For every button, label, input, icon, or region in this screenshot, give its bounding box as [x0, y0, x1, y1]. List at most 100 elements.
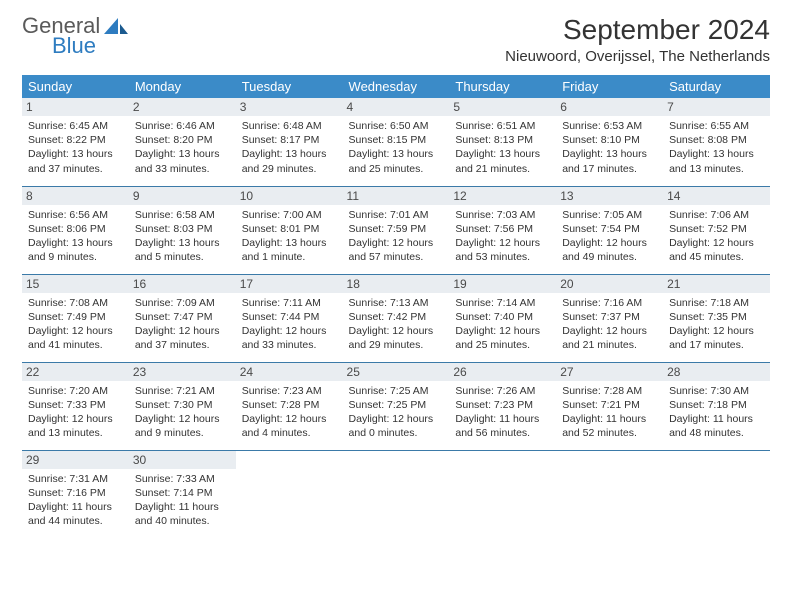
sunrise-text: Sunrise: 7:06 AM [669, 208, 764, 222]
sunrise-text: Sunrise: 7:33 AM [135, 472, 230, 486]
calendar-day-cell: 6Sunrise: 6:53 AMSunset: 8:10 PMDaylight… [556, 98, 663, 186]
calendar-day-cell: 16 Sunrise: 7:09 AMSunset: 7:47 PMDayligh… [129, 274, 236, 362]
sunrise-text: Sunrise: 7:11 AM [242, 296, 337, 310]
sunset-text: Sunset: 7:47 PM [135, 310, 230, 324]
weekday-header: Thursday [449, 75, 556, 98]
day-info: Sunrise: 7:20 AMSunset: 7:33 PMDaylight:… [28, 384, 123, 441]
calendar-header-row: SundayMondayTuesdayWednesdayThursdayFrid… [22, 75, 770, 98]
sunset-text: Sunset: 7:21 PM [562, 398, 657, 412]
day-info: Sunrise: 7:09 AMSunset: 7:47 PMDaylight:… [135, 296, 230, 353]
daylight-text: Daylight: 11 hours and 48 minutes. [669, 412, 764, 440]
weekday-header: Sunday [22, 75, 129, 98]
daylight-text: Daylight: 12 hours and 57 minutes. [349, 236, 444, 264]
daylight-text: Daylight: 12 hours and 25 minutes. [455, 324, 550, 352]
calendar-day-cell: 20Sunrise: 7:16 AMSunset: 7:37 PMDayligh… [556, 274, 663, 362]
day-info: Sunrise: 6:50 AMSunset: 8:15 PMDaylight:… [349, 119, 444, 176]
weekday-header: Wednesday [343, 75, 450, 98]
calendar-day-cell [556, 450, 663, 538]
sunset-text: Sunset: 8:08 PM [669, 133, 764, 147]
calendar-day-cell: 17 Sunrise: 7:11 AMSunset: 7:44 PMDayligh… [236, 274, 343, 362]
sunset-text: Sunset: 7:16 PM [28, 486, 123, 500]
daylight-text: Daylight: 11 hours and 56 minutes. [455, 412, 550, 440]
calendar-day-cell: 30Sunrise: 7:33 AMSunset: 7:14 PMDayligh… [129, 450, 236, 538]
title-block: September 2024 Nieuwoord, Overijssel, Th… [505, 14, 770, 65]
calendar-day-cell: 19 Sunrise: 7:14 AMSunset: 7:40 PMDayligh… [449, 274, 556, 362]
sunrise-text: Sunrise: 7:31 AM [28, 472, 123, 486]
sunrise-text: Sunrise: 7:18 AM [669, 296, 764, 310]
day-info: Sunrise: 6:45 AMSunset: 8:22 PMDaylight:… [28, 119, 123, 176]
day-info: Sunrise: 7:14 AMSunset: 7:40 PMDaylight:… [455, 296, 550, 353]
day-number: 17 [236, 275, 343, 293]
day-info: Sunrise: 7:08 AMSunset: 7:49 PMDaylight:… [28, 296, 123, 353]
daylight-text: Daylight: 13 hours and 1 minute. [242, 236, 337, 264]
day-info: Sunrise: 7:23 AMSunset: 7:28 PMDaylight:… [242, 384, 337, 441]
sunset-text: Sunset: 7:25 PM [349, 398, 444, 412]
daylight-text: Daylight: 12 hours and 41 minutes. [28, 324, 123, 352]
day-number: 1 [22, 98, 129, 116]
calendar-day-cell: 1 Sunrise: 6:45 AMSunset: 8:22 PMDaylight… [22, 98, 129, 186]
sunset-text: Sunset: 7:56 PM [455, 222, 550, 236]
calendar-body: 1Sunrise: 6:45 AMSunset: 8:22 PMDaylight… [22, 98, 770, 538]
day-info: Sunrise: 7:25 AMSunset: 7:25 PMDaylight:… [349, 384, 444, 441]
calendar-day-cell: 29Sunrise: 7:31 AMSunset: 7:16 PMDayligh… [22, 450, 129, 538]
day-info: Sunrise: 7:28 AMSunset: 7:21 PMDaylight:… [562, 384, 657, 441]
day-info: Sunrise: 6:55 AMSunset: 8:08 PMDaylight:… [669, 119, 764, 176]
sunrise-text: Sunrise: 6:45 AM [28, 119, 123, 133]
daylight-text: Daylight: 13 hours and 25 minutes. [349, 147, 444, 175]
day-number: 21 [663, 275, 770, 293]
daylight-text: Daylight: 13 hours and 33 minutes. [135, 147, 230, 175]
weekday-header: Saturday [663, 75, 770, 98]
sunset-text: Sunset: 8:22 PM [28, 133, 123, 147]
day-number: 29 [22, 451, 129, 469]
sunrise-text: Sunrise: 7:13 AM [349, 296, 444, 310]
sunrise-text: Sunrise: 7:09 AM [135, 296, 230, 310]
sunset-text: Sunset: 7:40 PM [455, 310, 550, 324]
calendar-week-row: 1Sunrise: 6:45 AMSunset: 8:22 PMDaylight… [22, 98, 770, 186]
day-number: 22 [22, 363, 129, 381]
sunset-text: Sunset: 7:42 PM [349, 310, 444, 324]
calendar-week-row: 29Sunrise: 7:31 AMSunset: 7:16 PMDayligh… [22, 450, 770, 538]
sunset-text: Sunset: 7:14 PM [135, 486, 230, 500]
calendar-day-cell: 3Sunrise: 6:48 AMSunset: 8:17 PMDaylight… [236, 98, 343, 186]
calendar-day-cell [343, 450, 450, 538]
day-number: 6 [556, 98, 663, 116]
daylight-text: Daylight: 12 hours and 37 minutes. [135, 324, 230, 352]
day-info: Sunrise: 7:13 AMSunset: 7:42 PMDaylight:… [349, 296, 444, 353]
day-number: 25 [343, 363, 450, 381]
day-number: 9 [129, 187, 236, 205]
daylight-text: Daylight: 13 hours and 37 minutes. [28, 147, 123, 175]
calendar-day-cell: 23 Sunrise: 7:21 AMSunset: 7:30 PMDayligh… [129, 362, 236, 450]
calendar-day-cell: 4 Sunrise: 6:50 AMSunset: 8:15 PMDaylight… [343, 98, 450, 186]
day-info: Sunrise: 7:11 AMSunset: 7:44 PMDaylight:… [242, 296, 337, 353]
sunrise-text: Sunrise: 7:08 AM [28, 296, 123, 310]
daylight-text: Daylight: 13 hours and 9 minutes. [28, 236, 123, 264]
sunset-text: Sunset: 7:18 PM [669, 398, 764, 412]
day-number: 24 [236, 363, 343, 381]
day-number: 26 [449, 363, 556, 381]
calendar-week-row: 22 Sunrise: 7:20 AMSunset: 7:33 PMDayligh… [22, 362, 770, 450]
calendar-day-cell: 2Sunrise: 6:46 AMSunset: 8:20 PMDaylight… [129, 98, 236, 186]
sunrise-text: Sunrise: 7:16 AM [562, 296, 657, 310]
daylight-text: Daylight: 12 hours and 9 minutes. [135, 412, 230, 440]
day-info: Sunrise: 7:21 AMSunset: 7:30 PMDaylight:… [135, 384, 230, 441]
day-number: 23 [129, 363, 236, 381]
sunset-text: Sunset: 8:20 PM [135, 133, 230, 147]
logo-sail-icon [104, 18, 128, 38]
calendar-day-cell: 5Sunrise: 6:51 AMSunset: 8:13 PMDaylight… [449, 98, 556, 186]
day-number: 20 [556, 275, 663, 293]
day-info: Sunrise: 7:00 AMSunset: 8:01 PMDaylight:… [242, 208, 337, 265]
day-number: 19 [449, 275, 556, 293]
sunrise-text: Sunrise: 6:51 AM [455, 119, 550, 133]
sunset-text: Sunset: 7:59 PM [349, 222, 444, 236]
sunset-text: Sunset: 7:37 PM [562, 310, 657, 324]
day-info: Sunrise: 6:56 AMSunset: 8:06 PMDaylight:… [28, 208, 123, 265]
daylight-text: Daylight: 12 hours and 13 minutes. [28, 412, 123, 440]
day-info: Sunrise: 7:33 AMSunset: 7:14 PMDaylight:… [135, 472, 230, 529]
day-number: 4 [343, 98, 450, 116]
weekday-header: Tuesday [236, 75, 343, 98]
calendar-day-cell: 8Sunrise: 6:56 AMSunset: 8:06 PMDaylight… [22, 186, 129, 274]
daylight-text: Daylight: 12 hours and 33 minutes. [242, 324, 337, 352]
day-info: Sunrise: 7:06 AMSunset: 7:52 PMDaylight:… [669, 208, 764, 265]
day-number: 16 [129, 275, 236, 293]
sunrise-text: Sunrise: 7:25 AM [349, 384, 444, 398]
